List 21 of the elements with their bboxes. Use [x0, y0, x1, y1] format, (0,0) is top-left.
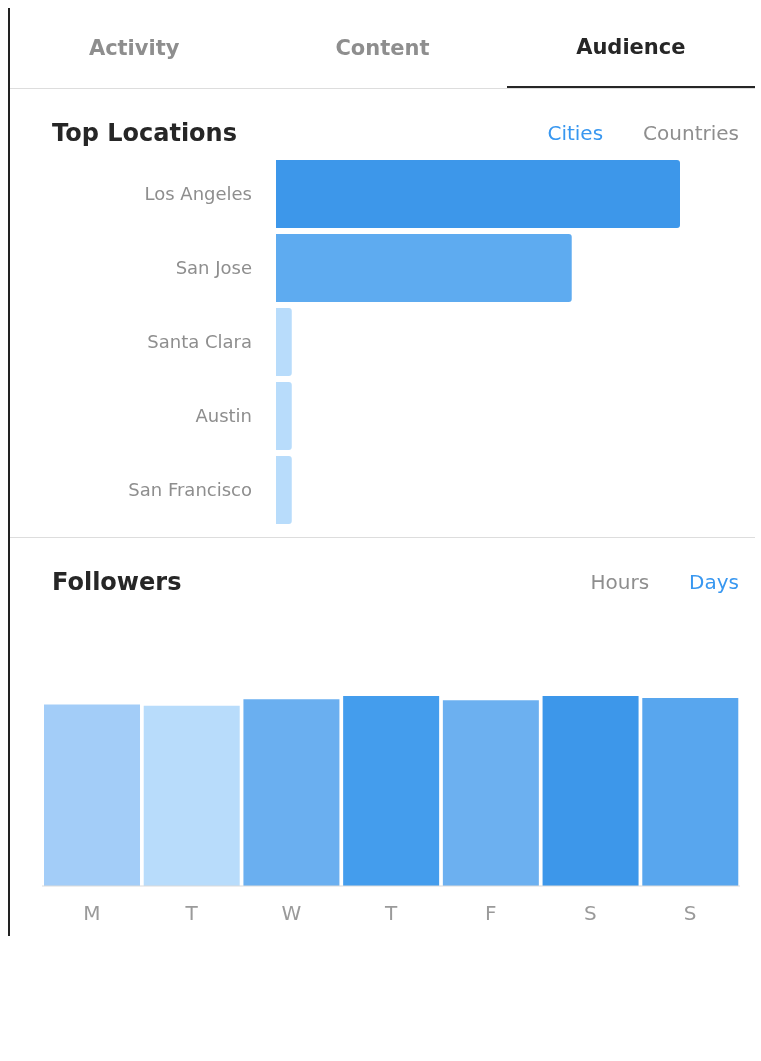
x-tick-label: T: [383, 901, 398, 926]
x-tick-label: F: [484, 901, 497, 926]
text: Countries: [643, 121, 739, 145]
text: Audience: [506, 8, 755, 88]
chart-title: Followers: [52, 568, 182, 596]
y-tick-label: Santa Clara: [147, 331, 252, 353]
x-tick-label: T: [184, 901, 199, 926]
text: Days: [689, 570, 739, 594]
y-tick-label: Austin: [195, 405, 252, 427]
x-tick-label: M: [83, 901, 101, 926]
y-tick-label: Los Angeles: [144, 183, 252, 205]
text: Hours: [590, 570, 650, 594]
x-tick-label: S: [584, 901, 597, 926]
text: Content: [334, 35, 431, 62]
x-tick-label: W: [281, 901, 302, 926]
text: Activity: [87, 35, 181, 62]
text: Cities: [547, 121, 604, 145]
x-tick-label: S: [683, 901, 697, 926]
chart-title: Top Locations: [52, 119, 237, 147]
y-tick-label: San Francisco: [128, 479, 252, 501]
y-tick-label: San Jose: [175, 257, 252, 279]
